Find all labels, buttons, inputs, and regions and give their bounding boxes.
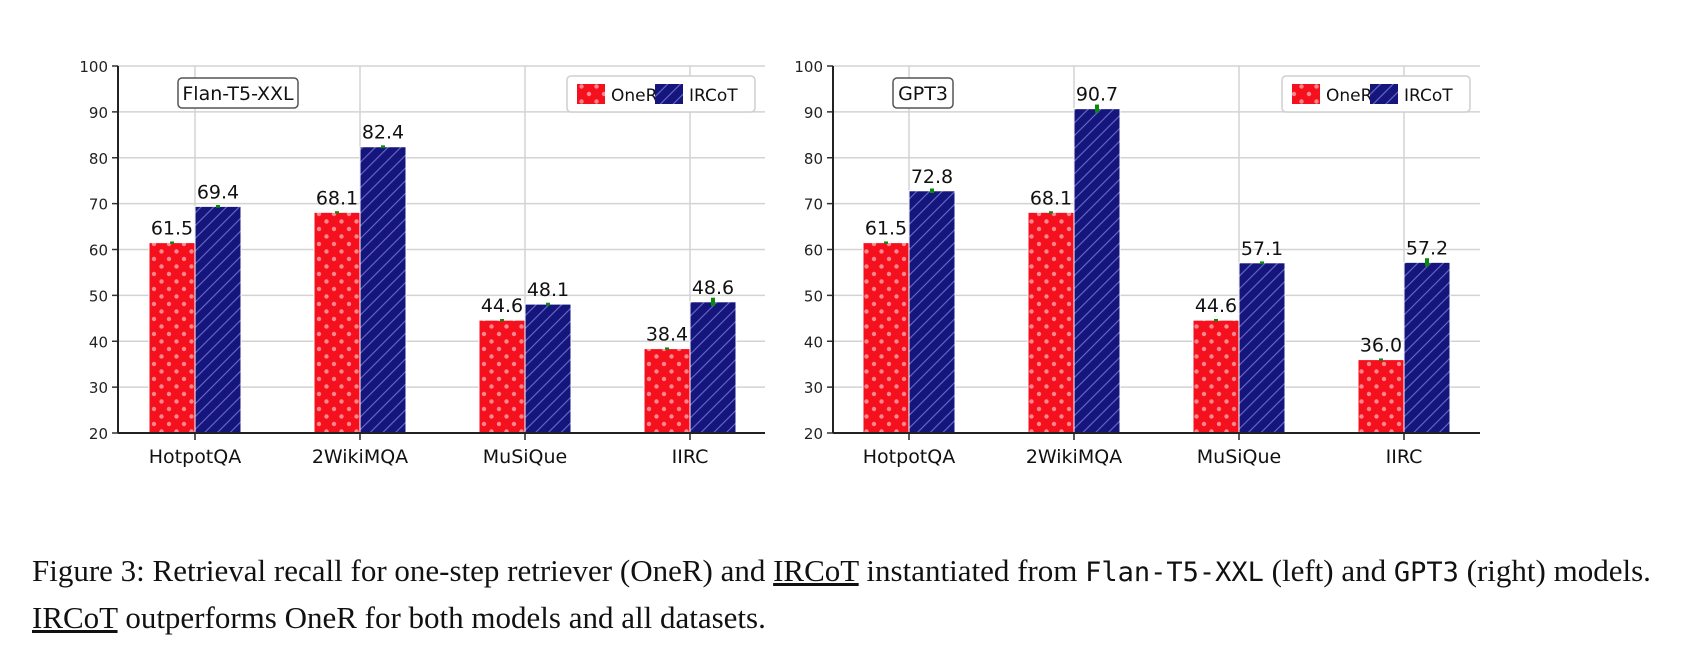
chart-panel-flan-t5-xxl: 20 30 40 50 60 70 80 90 100 61.5 68.1 44.6 38.4 69.4 8… <box>79 58 765 468</box>
data-label-ircot: 90.7 <box>1076 84 1118 106</box>
data-label-oner: 36.0 <box>1360 335 1402 357</box>
y-tick-label: 20 <box>804 425 823 443</box>
data-label-oner: 61.5 <box>151 218 193 240</box>
model-tag-box <box>892 77 954 109</box>
bar-ircot-hotpotqa <box>194 205 242 434</box>
y-tick-label: 60 <box>804 242 823 260</box>
y-tick-label: 80 <box>804 150 823 168</box>
caption-ircot-link-1: IRCoT <box>773 553 859 588</box>
legend-label-oner: OneR <box>611 86 658 106</box>
chart-panel-gpt3: 20 30 40 50 60 70 80 90 100 61.5 68.1 44.6 36.0 72.8 9… <box>794 58 1480 468</box>
bar-oner-musique <box>478 319 526 434</box>
data-label-ircot: 72.8 <box>911 166 953 188</box>
caption-text-mid3: (right) models. <box>1458 553 1651 588</box>
y-tick-label: 90 <box>89 104 108 122</box>
bar-oner-iirc <box>1357 359 1405 434</box>
y-tick-label: 30 <box>804 379 823 397</box>
bar-ircot-2wikimqa <box>1073 108 1121 434</box>
y-tick-label: 80 <box>89 150 108 168</box>
bar-oner-hotpotqa <box>148 242 196 434</box>
bar-ircot-2wikimqa <box>359 146 407 434</box>
bar-ircot-iirc <box>689 301 737 434</box>
legend-label-oner: OneR <box>1326 86 1373 106</box>
data-label-ircot: 48.6 <box>692 277 734 299</box>
legend-swatch-ircot <box>655 84 683 104</box>
x-tick-label-iirc: IIRC <box>1386 446 1423 468</box>
x-tick-label-2wikimqa: 2WikiMQA <box>312 446 408 468</box>
y-tick-label: 60 <box>89 242 108 260</box>
caption-model-flan: Flan-T5-XXL <box>1085 557 1264 588</box>
bar-ircot-musique <box>524 303 572 434</box>
figure: 20 30 40 50 60 70 80 90 100 61.5 68.1 44.6 38.4 69.4 8… <box>79 58 1480 468</box>
data-label-ircot: 57.1 <box>1241 238 1283 260</box>
y-tick-label: 70 <box>89 196 108 214</box>
data-label-oner: 68.1 <box>316 187 358 209</box>
y-tick-label: 90 <box>804 104 823 122</box>
data-label-oner: 44.6 <box>1195 295 1237 317</box>
legend-swatch-oner <box>1292 84 1320 104</box>
caption-suffix: outperforms OneR for both models and all… <box>117 600 766 635</box>
x-tick-label-2wikimqa: 2WikiMQA <box>1026 446 1122 468</box>
caption-text-mid1: instantiated from <box>858 553 1086 588</box>
model-tag-label: Flan-T5-XXL <box>182 83 294 105</box>
bar-ircot-iirc <box>1403 261 1451 434</box>
caption-model-gpt3: GPT3 <box>1393 557 1459 588</box>
bar-oner-2wikimqa <box>313 211 361 434</box>
legend-label-ircot: IRCoT <box>1404 86 1453 106</box>
y-tick-label: 70 <box>804 196 823 214</box>
y-tick-label: 50 <box>804 287 823 305</box>
bar-oner-musique <box>1192 319 1240 434</box>
data-label-oner: 61.5 <box>865 218 907 240</box>
bar-ircot-hotpotqa <box>908 190 956 434</box>
data-label-oner: 38.4 <box>646 324 688 346</box>
y-tick-label: 100 <box>79 58 108 76</box>
x-tick-label-hotpotqa: HotpotQA <box>863 446 955 468</box>
legend-label-ircot: IRCoT <box>689 86 738 106</box>
y-tick-label: 40 <box>89 333 108 351</box>
data-label-ircot: 82.4 <box>362 122 404 144</box>
model-tag-box <box>177 77 299 109</box>
x-tick-label-hotpotqa: HotpotQA <box>149 446 241 468</box>
data-label-oner: 68.1 <box>1030 187 1072 209</box>
caption-text-mid2: (left) and <box>1263 553 1394 588</box>
figure-caption: Figure 3: Retrieval recall for one-step … <box>32 548 1662 640</box>
legend-swatch-ircot <box>1370 84 1398 104</box>
data-label-ircot: 48.1 <box>527 279 569 301</box>
caption-ircot-link-2: IRCoT <box>32 600 118 635</box>
y-tick-label: 50 <box>89 287 108 305</box>
caption-prefix: Figure 3: Retrieval recall for one-step … <box>32 553 774 588</box>
bar-oner-2wikimqa <box>1027 211 1075 434</box>
data-label-ircot: 69.4 <box>197 181 239 203</box>
bar-ircot-musique <box>1238 262 1286 434</box>
bar-oner-iirc <box>643 348 691 434</box>
data-label-ircot: 57.2 <box>1406 237 1448 259</box>
model-tag-label: GPT3 <box>898 83 948 105</box>
y-tick-label: 30 <box>89 379 108 397</box>
bar-oner-hotpotqa <box>862 242 910 434</box>
x-tick-label-iirc: IIRC <box>672 446 709 468</box>
x-tick-label-musique: MuSiQue <box>483 446 567 468</box>
y-tick-label: 20 <box>89 425 108 443</box>
x-tick-label-musique: MuSiQue <box>1197 446 1281 468</box>
data-label-oner: 44.6 <box>481 295 523 317</box>
y-tick-label: 100 <box>794 58 823 76</box>
y-tick-label: 40 <box>804 333 823 351</box>
legend-swatch-oner <box>577 84 605 104</box>
